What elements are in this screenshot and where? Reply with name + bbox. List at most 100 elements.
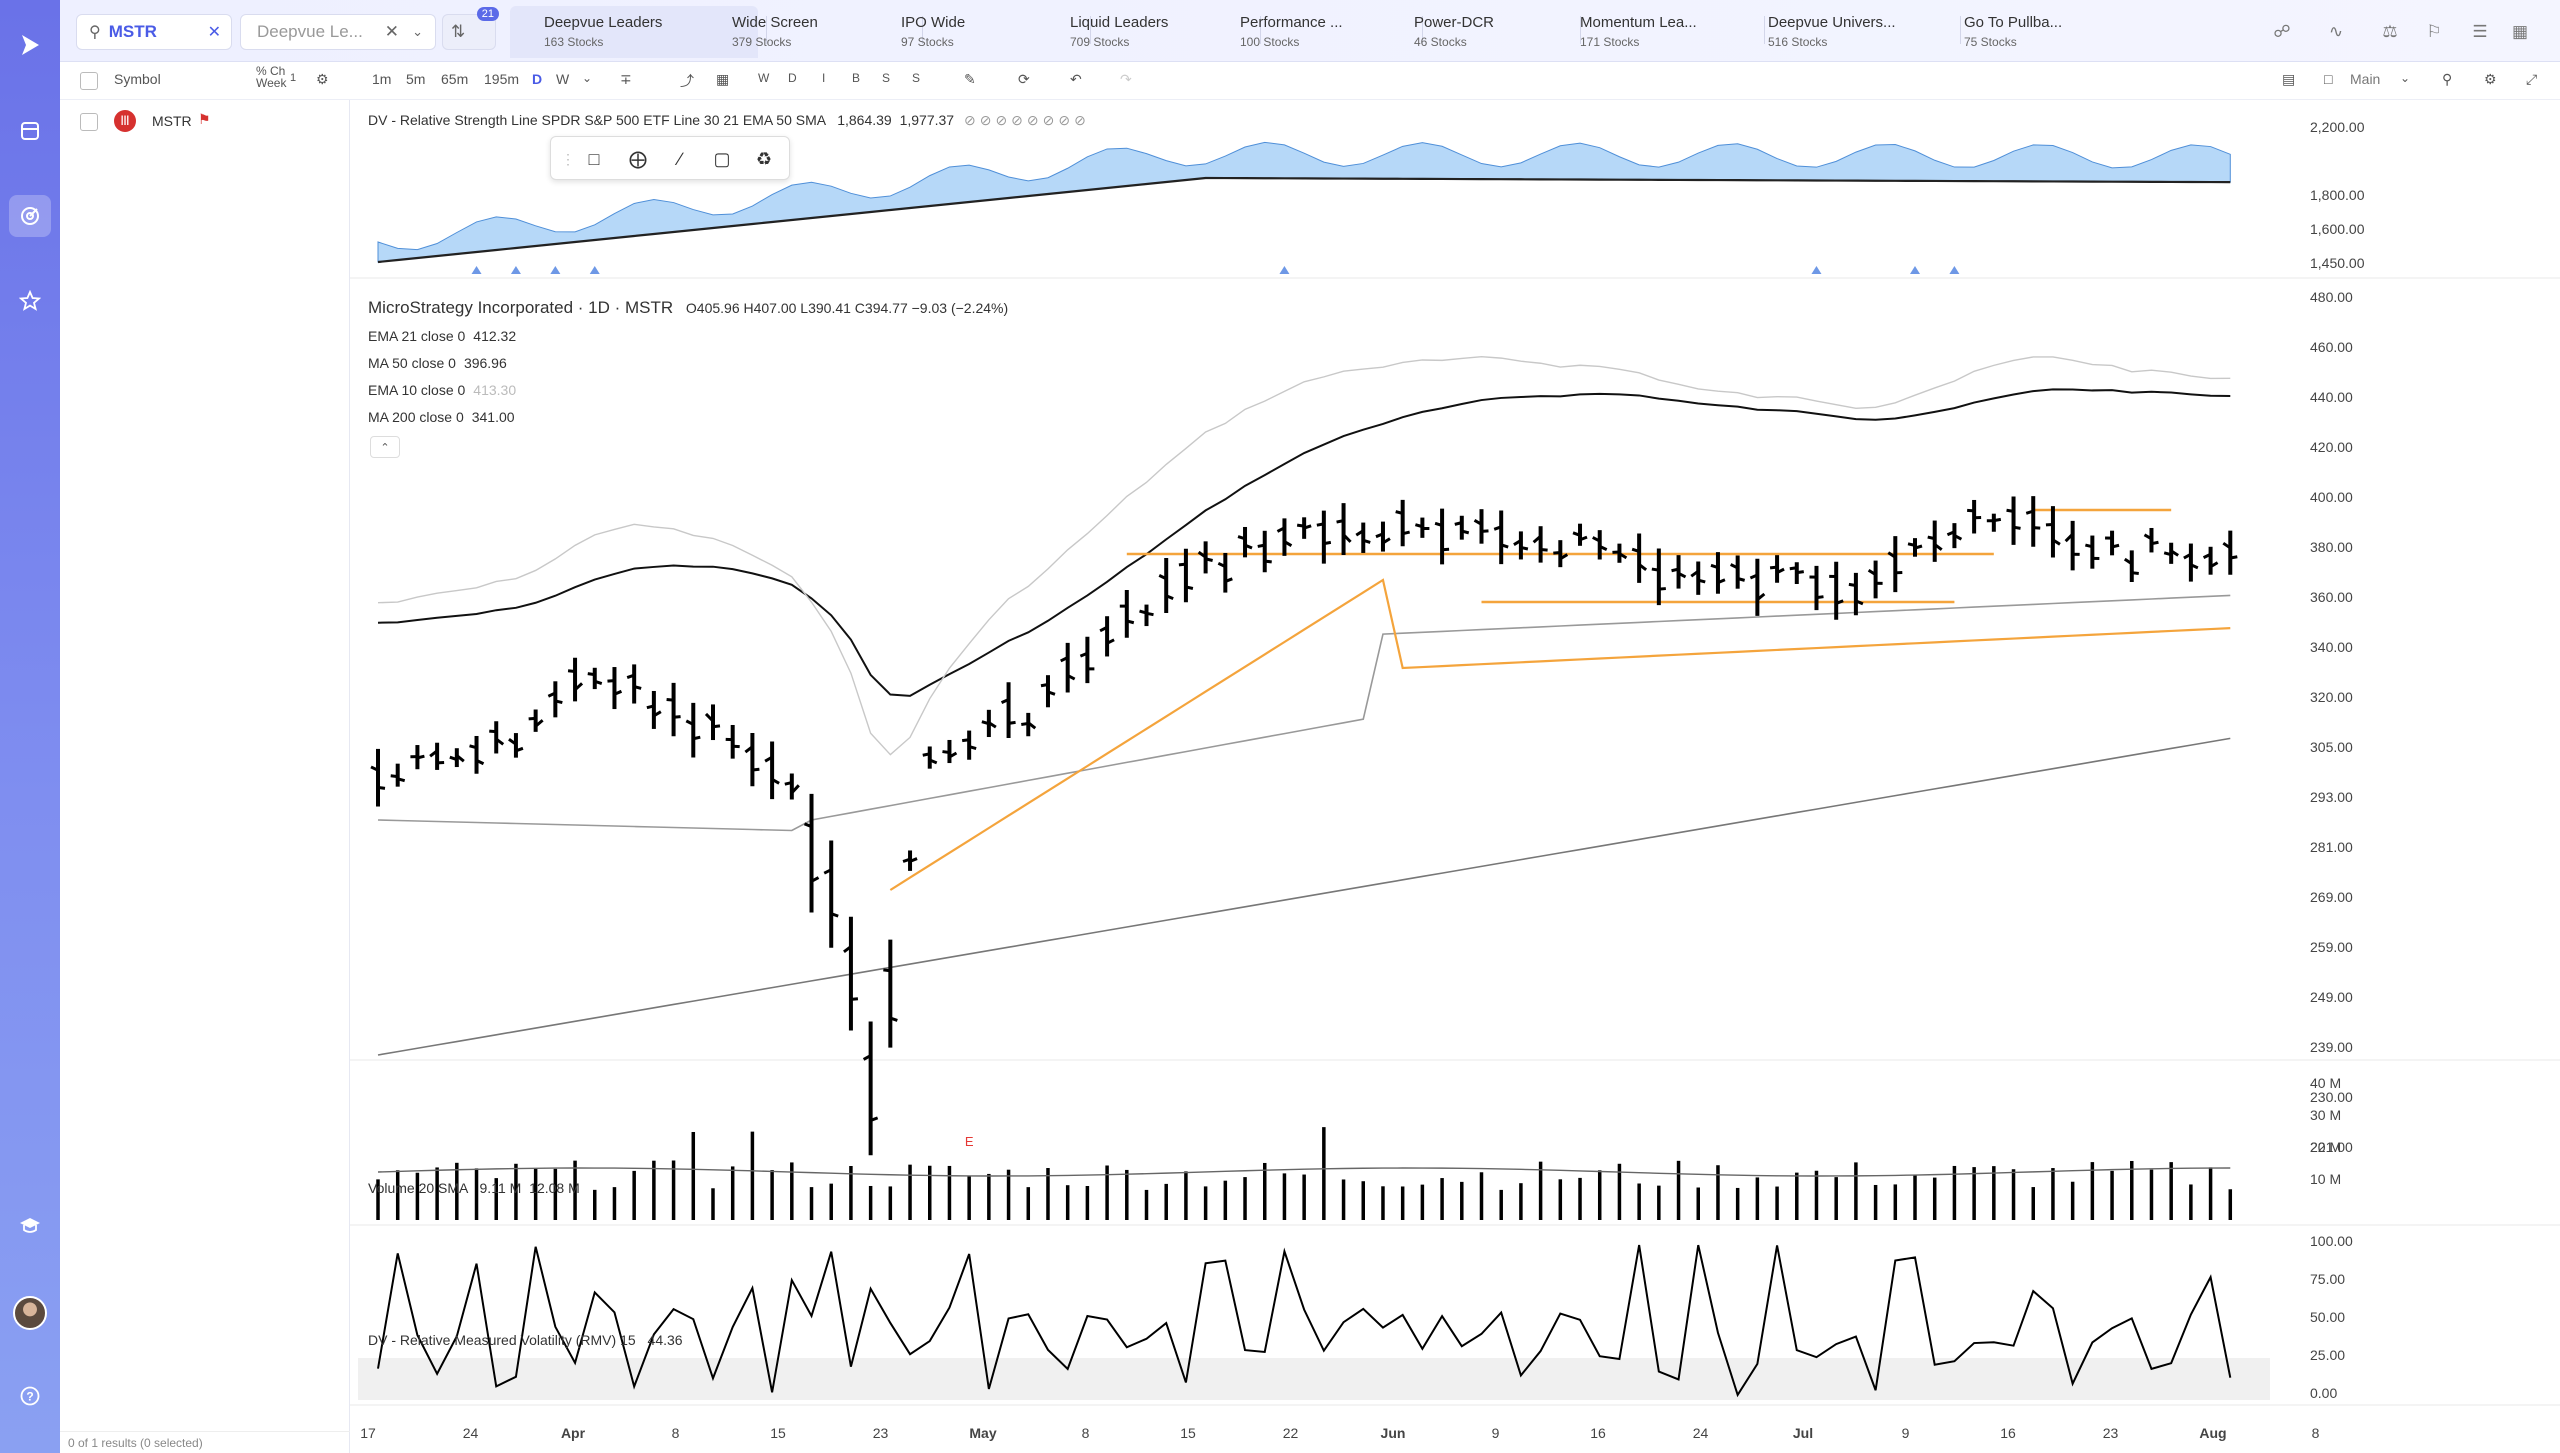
price-bar-open [666, 698, 674, 702]
price-bar-open [862, 1054, 872, 1061]
line-chart-icon[interactable]: ∿ [2328, 22, 2344, 41]
sort-button[interactable]: ⇅ 21 [442, 7, 499, 50]
column-symbol-header[interactable]: Symbol [114, 71, 161, 87]
symbol-logo-icon: ||| [114, 110, 136, 132]
charts-icon[interactable] [9, 195, 51, 237]
toggle-i[interactable]: I [822, 71, 826, 85]
toggle-d[interactable]: D [788, 71, 797, 85]
share-icon[interactable]: ☍ [2273, 22, 2291, 41]
flag-icon[interactable]: ⚑ [198, 111, 211, 127]
undo-icon[interactable]: ↶ [1070, 71, 1082, 87]
price-bar-open [2006, 508, 2014, 513]
interval-195m[interactable]: 195m [484, 71, 520, 87]
column-change-header[interactable]: % Ch Week [256, 65, 286, 89]
collapse-legend-button[interactable]: ⌃ [370, 436, 400, 458]
list-item[interactable]: ||| MSTR ⚑ [60, 106, 350, 136]
toggle-s2[interactable]: S [912, 71, 921, 85]
indicator-ema21[interactable]: EMA 21 close 0 412.32 [368, 328, 516, 344]
grid-icon[interactable]: ▦ [2511, 22, 2529, 41]
list-icon[interactable]: ☰ [2472, 22, 2488, 41]
interval-5m[interactable]: 5m [406, 71, 426, 87]
pencil-icon[interactable]: ✎ [964, 71, 976, 87]
interval-65m[interactable]: 65m [441, 71, 469, 87]
interval-w[interactable]: W [556, 71, 570, 87]
line-tool-icon[interactable]: ∕ [678, 149, 682, 169]
graduation-cap-icon[interactable] [9, 1205, 51, 1247]
rs-legend: DV - Relative Strength Line SPDR S&P 500… [368, 112, 1090, 129]
price-bar-open [685, 719, 694, 726]
price-bar-close [889, 1016, 898, 1022]
indicator-ema10[interactable]: EMA 10 close 0 413.30 [368, 382, 516, 398]
indicators-icon[interactable]: ∓ [620, 71, 632, 87]
symbol-search[interactable]: ⚲ MSTR ✕ [76, 14, 232, 50]
price-bar-open [449, 755, 458, 761]
settings-icon[interactable]: ⚙ [2484, 71, 2497, 87]
tab-power-dcr[interactable]: Power-DCR 46 Stocks [1414, 6, 1554, 58]
price-bar-close [1933, 543, 1943, 551]
indicator-value: 413.30 [473, 382, 517, 398]
row-checkbox[interactable] [80, 113, 98, 131]
price-bar-open [1690, 569, 1700, 578]
redo-icon[interactable]: ↷ [1120, 71, 1132, 87]
toggle-s[interactable]: S [882, 71, 891, 85]
clear-search-icon[interactable]: ✕ [207, 24, 221, 41]
indicator-ma50[interactable]: MA 50 close 0 396.96 [368, 355, 507, 371]
bell-icon[interactable]: ⚐ [2426, 22, 2442, 41]
dashboard-icon[interactable] [9, 110, 51, 152]
clear-watchlist-icon[interactable]: ✕ [384, 22, 399, 41]
template-icon[interactable]: ▤ [2282, 71, 2296, 87]
chart-canvas[interactable]: E 480.00 460.00 440.00 420.00 400.00 380.00 360… [350, 100, 2560, 1453]
price-bar-close [1323, 540, 1332, 546]
layout-chevron-icon[interactable]: ⌄ [2400, 71, 2411, 85]
panel-settings-icon[interactable]: ⚙ [316, 71, 329, 87]
interval-chevron-icon[interactable]: ⌄ [582, 71, 593, 85]
refresh-icon[interactable]: ⟳ [1018, 71, 1030, 87]
drag-handle-icon[interactable]: ⋮ [561, 151, 575, 167]
price-bar-open [626, 673, 635, 679]
eraser-tool-icon[interactable]: ♻ [755, 149, 773, 169]
price-bar-close [771, 777, 780, 785]
interval-1m[interactable]: 1m [372, 71, 392, 87]
price-bar-open [784, 781, 793, 786]
fullscreen-icon[interactable]: ⤢ [2526, 71, 2538, 87]
callout-tool-icon[interactable]: ▢ [713, 149, 731, 169]
tab-deepvue-leaders[interactable]: Deepvue Leaders 163 Stocks [510, 6, 758, 58]
tab-wide-screen[interactable]: Wide Screen 379 Stocks [732, 6, 902, 58]
price-tick-label: 249.00 [2310, 989, 2353, 1005]
rectangle-tool-icon[interactable]: □ [588, 149, 600, 169]
zoom-icon[interactable]: ⚲ [2442, 71, 2453, 87]
toggle-b[interactable]: B [852, 71, 861, 85]
indicator-ma200[interactable]: MA 200 close 0 341.00 [368, 409, 515, 425]
layout-select[interactable]: Main [2350, 71, 2381, 87]
tab-ipo-wide[interactable]: IPO Wide 97 Stocks [901, 6, 1051, 58]
logo-icon[interactable] [9, 24, 51, 66]
rs-tick-label: 1,800.00 [2310, 187, 2365, 203]
price-bar-close [1342, 533, 1352, 543]
search-input[interactable]: MSTR [108, 22, 157, 41]
interval-d[interactable]: D [532, 71, 543, 87]
avatar[interactable] [9, 1292, 51, 1334]
tab-liquid-leaders[interactable]: Liquid Leaders 709 Stocks [1070, 6, 1230, 58]
chart-area[interactable]: E 480.00 460.00 440.00 420.00 400.00 380.00 360… [350, 100, 2560, 1453]
chevron-down-icon[interactable]: ⌄ [412, 24, 423, 39]
help-icon[interactable]: ? [9, 1375, 51, 1417]
x-axis-label: 16 [1590, 1425, 1606, 1441]
ruler-tool-icon[interactable]: ⨁ [629, 149, 647, 169]
tab-deepvue-universe[interactable]: Deepvue Univers... 516 Stocks [1768, 6, 1948, 58]
toggle-w[interactable]: W [758, 71, 770, 85]
select-all-checkbox[interactable] [80, 72, 98, 90]
compare-icon[interactable]: ⚖ [2382, 22, 2398, 41]
indicator-label: EMA 10 close 0 [368, 382, 466, 398]
watchlist-select[interactable]: Deepvue Le... ✕ ⌄ [240, 14, 436, 50]
trend-icon[interactable]: ⤴ [680, 73, 694, 89]
tab-momentum-leaders[interactable]: Momentum Lea... 171 Stocks [1580, 6, 1750, 58]
price-bar-close [377, 785, 386, 790]
tab-go-to-pullback[interactable]: Go To Pullba... 75 Stocks [1964, 6, 2134, 58]
rmv-legend: DV - Relative Measured Volatility (RMV) … [368, 1332, 683, 1348]
layout-grid-icon[interactable]: ▦ [716, 71, 730, 87]
folder-icon[interactable]: □ [2324, 71, 2333, 87]
row-symbol[interactable]: MSTR [152, 113, 192, 129]
star-icon[interactable] [9, 280, 51, 322]
tab-performance[interactable]: Performance ... 100 Stocks [1240, 6, 1390, 58]
chart-toolbar: Symbol % Ch Week 1 ⚙ 1m 5m 65m 195m D W ⌄… [60, 62, 2560, 100]
